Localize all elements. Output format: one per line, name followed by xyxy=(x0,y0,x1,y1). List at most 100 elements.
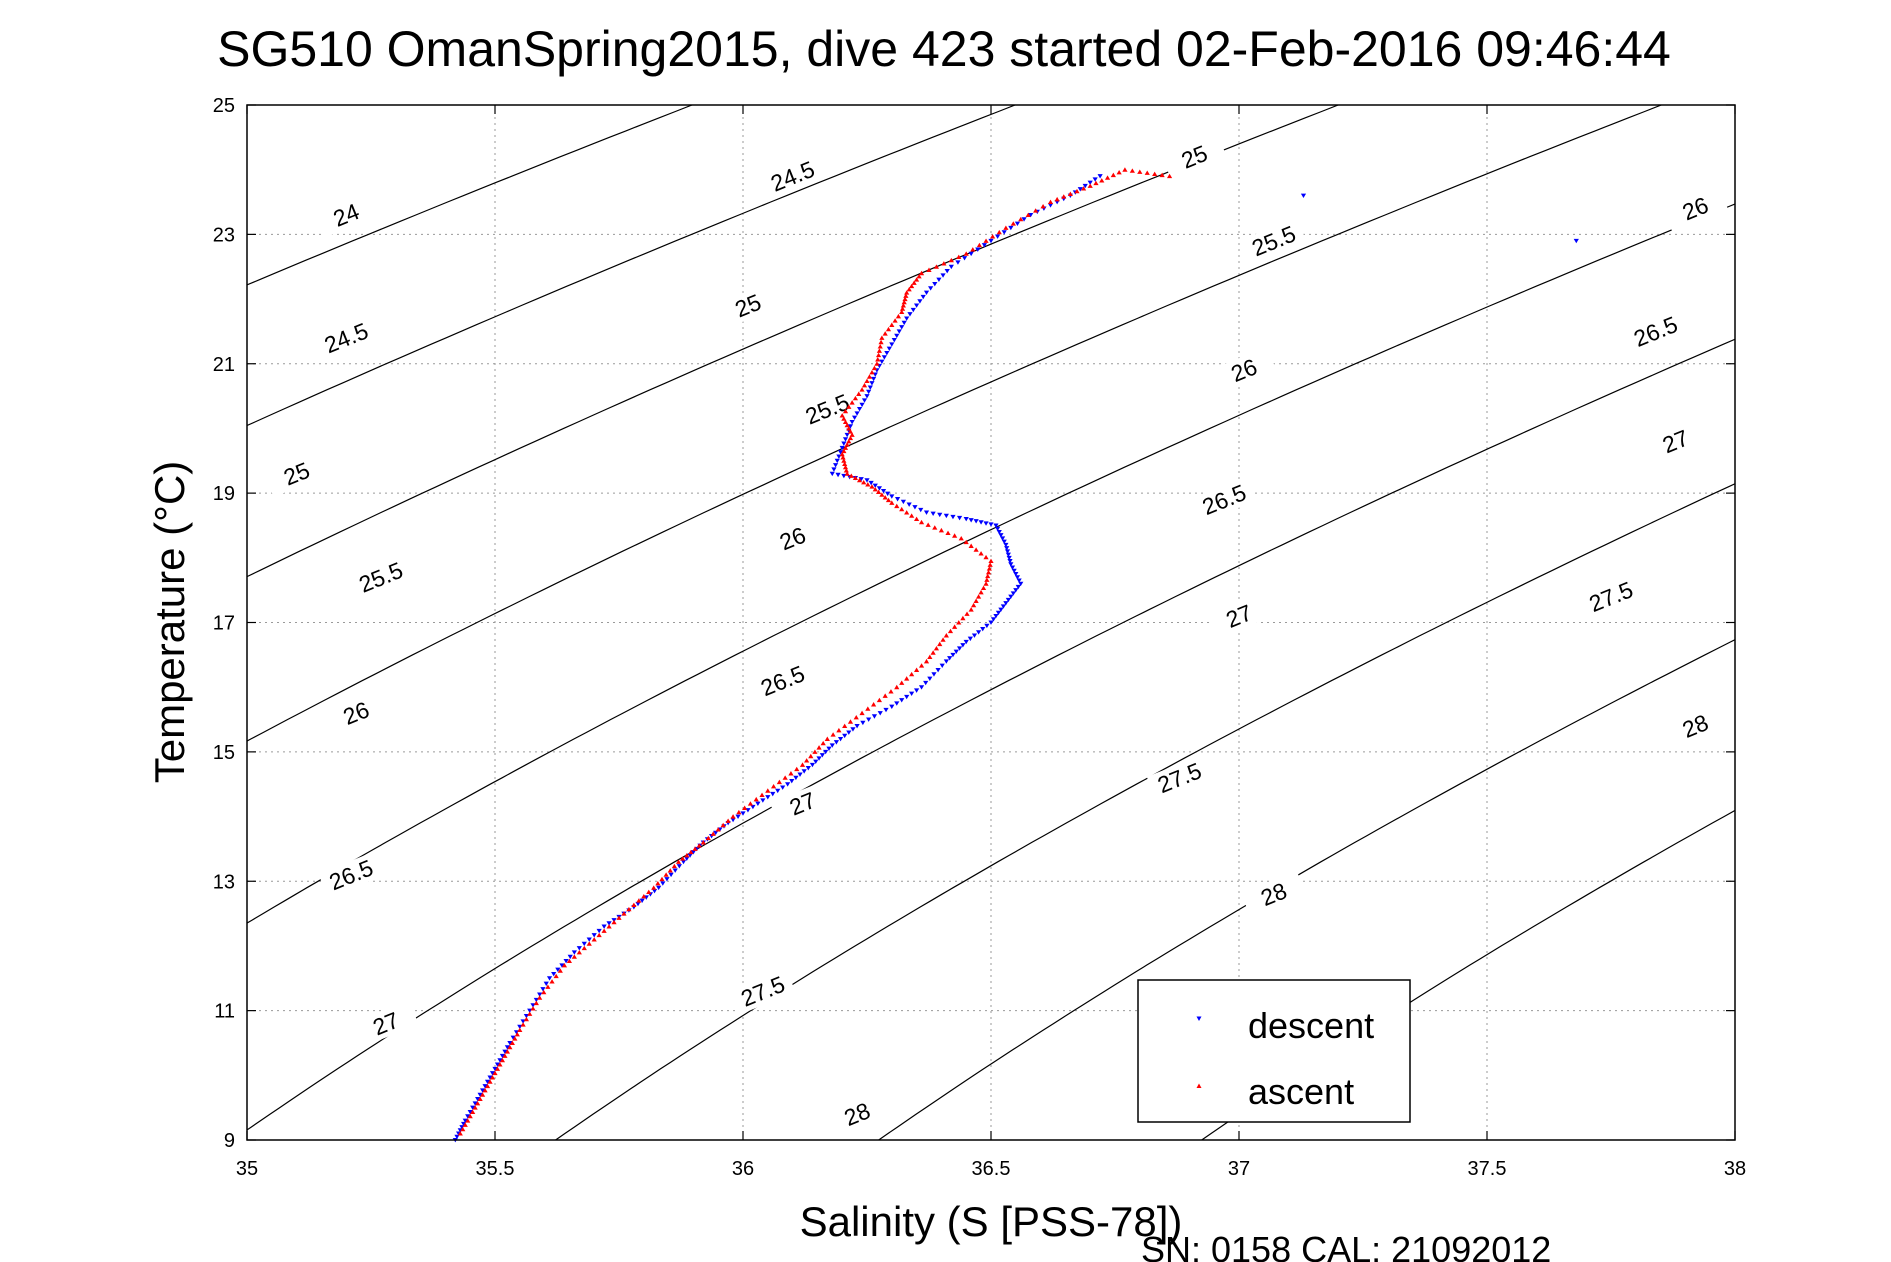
descent-point xyxy=(923,510,930,515)
contour-label-knockout xyxy=(1622,308,1689,355)
descent-point xyxy=(864,394,870,399)
descent-point xyxy=(906,502,912,507)
descent-point xyxy=(472,1101,478,1106)
density-contour-line xyxy=(247,105,694,286)
ascent-point xyxy=(782,775,788,780)
ascent-point xyxy=(885,326,892,332)
descent-point xyxy=(1013,571,1019,577)
descent-point xyxy=(988,620,994,625)
descent-point xyxy=(793,775,799,781)
ascent-point xyxy=(581,945,587,951)
y-tick-label: 13 xyxy=(213,871,235,893)
descent-point xyxy=(872,483,878,488)
contour-label-knockout xyxy=(1191,476,1257,523)
ascent-point xyxy=(1061,194,1067,199)
descent-point xyxy=(750,804,756,810)
ascent-point xyxy=(606,924,612,929)
descent-point xyxy=(967,636,973,642)
ascent-point xyxy=(846,404,852,409)
descent-point xyxy=(801,769,807,774)
ascent-point xyxy=(916,274,922,279)
descent-point xyxy=(993,523,999,528)
descent-point xyxy=(990,617,997,622)
ascent-point xyxy=(899,306,906,311)
ascent-point xyxy=(1025,212,1031,217)
contour-label-knockout xyxy=(318,851,384,899)
descent-point xyxy=(960,643,966,648)
descent-point xyxy=(639,898,645,904)
contour-label-knockout xyxy=(353,1000,419,1047)
ascent-point xyxy=(799,762,806,767)
ascent-point xyxy=(1087,183,1093,188)
ascent-point xyxy=(794,766,800,772)
ascent-point xyxy=(846,426,852,431)
ascent-point xyxy=(980,585,987,590)
descent-point xyxy=(981,243,987,248)
descent-point xyxy=(963,639,969,645)
descent-point xyxy=(482,1084,488,1089)
ascent-point xyxy=(663,872,669,877)
ascent-point xyxy=(964,611,970,616)
descent-point xyxy=(976,630,982,635)
descent-point xyxy=(504,1045,510,1050)
ascent-point xyxy=(1159,172,1165,178)
descent-point xyxy=(847,424,854,429)
ascent-point xyxy=(776,779,782,785)
descent-point xyxy=(537,992,543,997)
legend-descent-label: descent xyxy=(1248,1005,1374,1046)
ascent-point xyxy=(902,296,908,302)
descent-point xyxy=(797,772,803,777)
contour-label-knockout xyxy=(1161,133,1228,181)
ascent-point xyxy=(736,809,742,815)
ascent-point xyxy=(930,650,936,655)
ascent-point xyxy=(462,1122,468,1127)
ascent-point xyxy=(839,451,845,457)
x-tick-label: 37.5 xyxy=(1468,1158,1507,1180)
plot-area: 2424.52525.52626.52724.52525.52626.52727… xyxy=(213,95,1746,1180)
ascent-point xyxy=(601,928,607,933)
contour-label-knockout xyxy=(715,282,781,329)
descent-point xyxy=(939,663,945,669)
ascent-point xyxy=(1054,196,1060,202)
ascent-point xyxy=(985,573,991,579)
ascent-point xyxy=(889,500,895,505)
descent-point xyxy=(953,649,959,655)
ascent-point xyxy=(843,468,849,473)
ascent-point xyxy=(667,868,673,873)
x-tick-label: 36.5 xyxy=(972,1158,1011,1180)
descent-point xyxy=(1011,568,1017,574)
descent-point xyxy=(995,234,1001,239)
ascent-point xyxy=(1018,216,1024,222)
ascent-point xyxy=(1033,208,1039,213)
descent-point xyxy=(861,398,868,403)
descent-point xyxy=(899,325,905,330)
ascent-point xyxy=(596,932,602,938)
ascent-point xyxy=(659,876,665,882)
ascent-point xyxy=(616,915,622,920)
ascent-point xyxy=(904,290,910,295)
ascent-point xyxy=(848,473,854,478)
descent-point xyxy=(581,941,587,947)
descent-point xyxy=(567,954,573,960)
descent-point xyxy=(480,1088,486,1093)
ascent-point xyxy=(1010,221,1016,226)
descent-point xyxy=(555,967,561,973)
ascent-point xyxy=(655,881,661,886)
descent-point xyxy=(866,389,872,395)
ascent-point xyxy=(742,805,748,810)
descent-point xyxy=(869,381,875,386)
ascent-point xyxy=(882,331,888,336)
descent-point xyxy=(775,788,781,794)
descent-point xyxy=(998,607,1004,612)
descent-point xyxy=(1004,549,1011,554)
ascent-point xyxy=(1067,191,1073,196)
descent-point xyxy=(1003,542,1009,548)
ascent-point xyxy=(557,968,563,973)
contour-label-knockout xyxy=(769,780,836,827)
ascent-point xyxy=(684,852,690,858)
descent-point xyxy=(937,512,943,518)
ascent-point xyxy=(586,941,592,946)
descent-point xyxy=(1008,225,1014,231)
ascent-point xyxy=(976,594,982,599)
descent-point xyxy=(860,720,866,726)
